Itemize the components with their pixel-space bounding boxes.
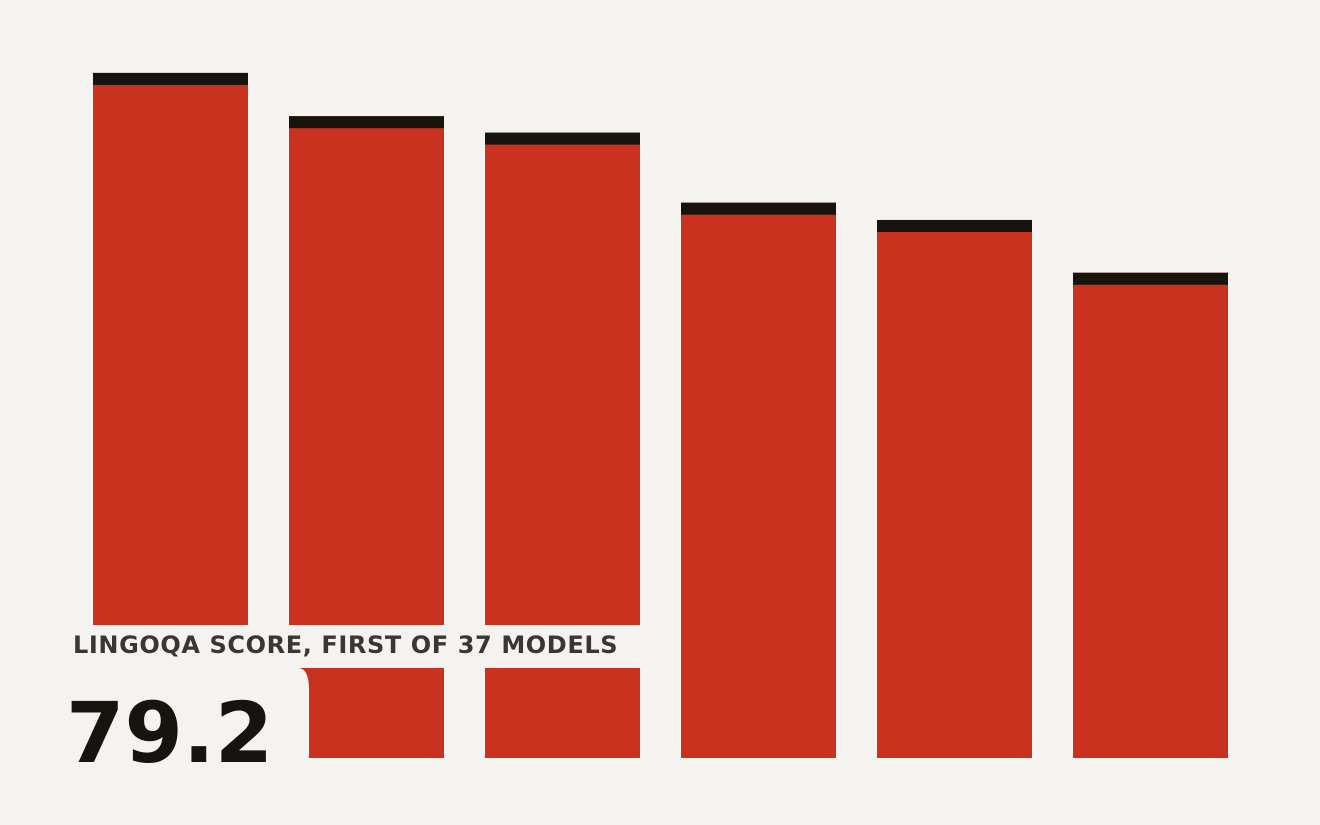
headline-value: 79.2 (66, 684, 273, 782)
bar (877, 219, 1032, 759)
bar (1073, 272, 1228, 758)
label-panel (60, 625, 655, 775)
bar-cap (681, 202, 836, 215)
bar-cap (1073, 272, 1228, 285)
caption: LINGOQA SCORE, FIRST OF 37 MODELS (73, 631, 618, 659)
bars (93, 72, 1228, 759)
bar-cap (485, 132, 640, 145)
bar-cap (877, 219, 1032, 232)
bar (681, 202, 836, 759)
bar-cap (289, 116, 444, 129)
bar-cap (93, 72, 248, 85)
